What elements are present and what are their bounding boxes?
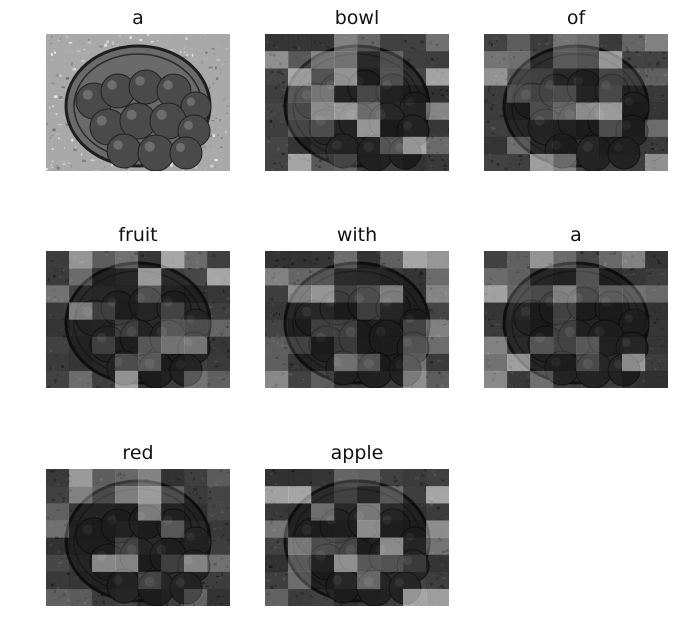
attention-map-image xyxy=(265,251,449,388)
panel-word: apple xyxy=(330,442,384,464)
photo xyxy=(46,469,230,606)
panel-word: with xyxy=(336,224,378,246)
photo xyxy=(265,251,449,388)
attention-map-image xyxy=(484,251,668,388)
panel-word: of xyxy=(566,7,586,29)
photo xyxy=(484,34,668,171)
fruit-bowl-image xyxy=(46,34,230,171)
attention-map-image xyxy=(265,469,449,606)
attention-map-image xyxy=(484,34,668,171)
panel-word: bowl xyxy=(334,7,380,29)
attention-map-image xyxy=(46,469,230,606)
photo xyxy=(46,251,230,388)
panel-word: red xyxy=(122,442,154,464)
photo xyxy=(265,469,449,606)
attention-map-image xyxy=(46,251,230,388)
attention-map-image xyxy=(265,34,449,171)
photo xyxy=(46,34,230,171)
panel-word: a xyxy=(132,7,144,29)
panel-word: a xyxy=(570,224,582,246)
panel-word: fruit xyxy=(118,224,158,246)
photo xyxy=(265,34,449,171)
photo xyxy=(484,251,668,388)
